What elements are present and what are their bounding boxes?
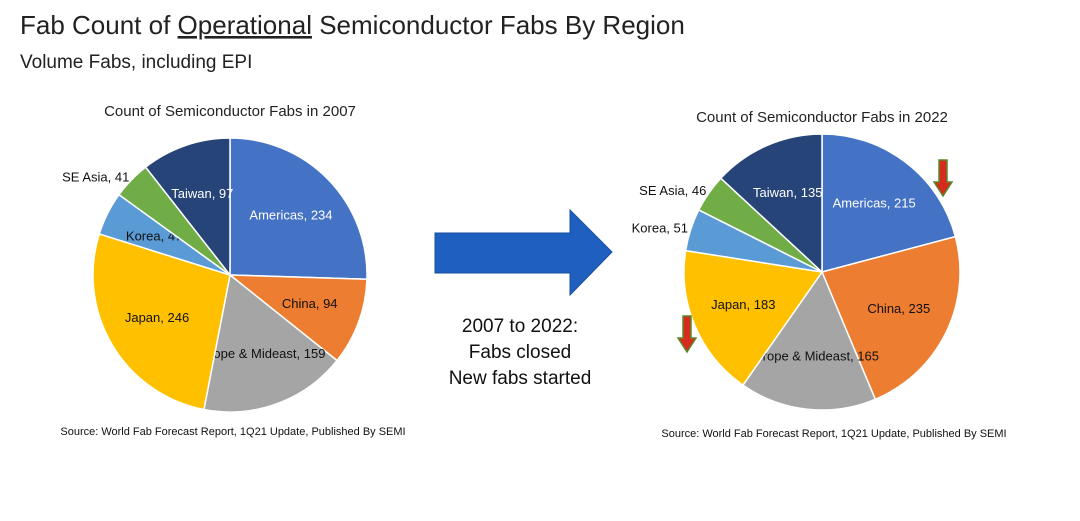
decrease-arrow [676,315,698,354]
data-label: SE Asia, 41 [62,170,129,185]
data-label: Taiwan, 97 [171,186,233,201]
transition-arrow [434,208,613,297]
pie-slice [821,133,957,273]
chart-title: Count of Semiconductor Fabs in 2022 [696,109,948,126]
data-label: Korea, 47 [126,228,182,243]
title-part: Semiconductor Fabs By Region [319,10,685,40]
chart-title: Count of Semiconductor Fabs in 2007 [104,103,356,120]
decrease-arrow [932,159,954,198]
title-part: Fab Count of [20,10,171,40]
data-label: Taiwan, 135 [753,185,822,200]
pie-slice [719,133,823,274]
data-label: SE Asia, 46 [639,183,706,198]
data-label: China, 94 [282,296,338,311]
subtitle: Volume Fabs, including EPI [20,52,252,73]
pie-slice [92,232,231,411]
slide-title: Fab Count of Operational Semiconductor F… [20,10,685,40]
data-label: Americas, 234 [249,207,332,222]
data-label: Japan, 246 [125,310,189,325]
pie-slice [203,273,339,413]
data-label: Europe & Mideast, 165 [747,349,879,364]
pie-slice [144,137,231,278]
data-label: China, 235 [867,301,930,316]
charts: Count of Semiconductor Fabs in 2007 Sourc… [60,103,1006,440]
title-part: Operational [178,10,312,40]
annotation: New fabs started [449,368,592,389]
annotation: 2007 to 2022: [462,316,578,337]
annotation: Fabs closed [469,342,571,363]
source-note: Source: World Fab Forecast Report, 1Q21 … [661,428,1006,440]
data-label: Europe & Mideast, 159 [193,346,325,361]
data-label: Japan, 183 [711,297,775,312]
data-label: Americas, 215 [833,196,916,211]
pie-slice [227,274,368,362]
pie-slice [741,270,877,411]
pie-slice [229,137,368,280]
data-label: Korea, 51 [632,220,688,235]
pie-slice [820,235,961,401]
pie-slice [683,249,824,387]
source-note: Source: World Fab Forecast Report, 1Q21 … [60,426,405,438]
